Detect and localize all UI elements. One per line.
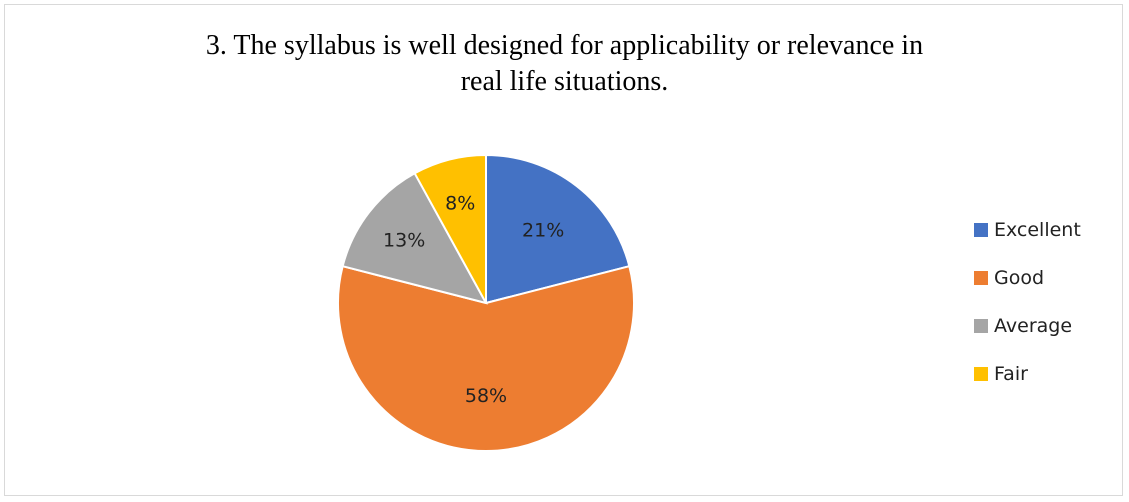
pie-slice-good xyxy=(337,264,635,453)
legend-swatch-good xyxy=(974,271,988,285)
data-label-excellent: 21% xyxy=(522,219,564,241)
data-label-good: 58% xyxy=(465,385,507,407)
legend-swatch-fair xyxy=(974,367,988,381)
data-label-average: 13% xyxy=(383,230,425,252)
legend-label-good: Good xyxy=(994,267,1045,289)
legend-item-average: Average xyxy=(974,314,1081,338)
legend-label-fair: Fair xyxy=(994,363,1028,385)
data-label-fair: 8% xyxy=(445,193,475,215)
legend-swatch-excellent xyxy=(974,223,988,237)
legend-item-good: Good xyxy=(974,266,1081,290)
legend-swatch-average xyxy=(974,319,988,333)
legend-item-excellent: Excellent xyxy=(974,218,1081,242)
chart-title-line-2: real life situations. xyxy=(460,66,669,97)
pie-slice-average xyxy=(341,171,488,305)
legend-item-fair: Fair xyxy=(974,362,1081,386)
legend-label-excellent: Excellent xyxy=(994,219,1081,241)
chart-title: 3. The syllabus is well designed for app… xyxy=(0,28,1129,100)
chart-title-line-1: 3. The syllabus is well designed for app… xyxy=(205,30,924,61)
pie-slice-excellent xyxy=(485,153,631,305)
legend-label-average: Average xyxy=(994,315,1073,337)
legend: Excellent Good Average Fair xyxy=(974,218,1081,410)
pie-slice-fair xyxy=(413,153,487,304)
